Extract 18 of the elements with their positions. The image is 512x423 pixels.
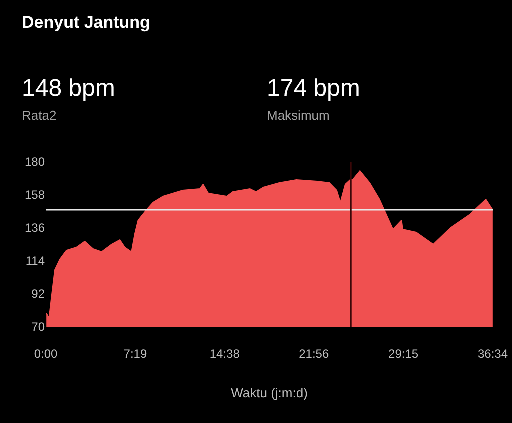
text: Rata2: [22, 108, 57, 123]
x-tick-label: 36:34: [478, 347, 508, 361]
y-tick-label: 136: [24, 221, 46, 236]
text: 174 bpm: [267, 75, 360, 102]
x-tick-label: 14:38: [210, 347, 240, 361]
text: Maksimum: [267, 108, 330, 123]
x-tick-label: 21:56: [299, 347, 330, 361]
chart-title: Denyut Jantung: [22, 13, 150, 32]
x-axis-title: Waktu (j:m:d): [231, 386, 308, 401]
y-tick-label: 70: [32, 320, 46, 334]
x-tick-label: 0:00: [34, 347, 58, 361]
y-tick-label: 114: [26, 254, 46, 268]
x-tick-label: 7:19: [124, 347, 148, 361]
y-tick-label: 180: [24, 155, 46, 170]
y-tick-label: 158: [24, 188, 46, 202]
x-tick-label: 29:15: [388, 347, 419, 361]
text: 148 bpm: [22, 75, 116, 102]
y-tick-label: 92: [32, 287, 46, 302]
